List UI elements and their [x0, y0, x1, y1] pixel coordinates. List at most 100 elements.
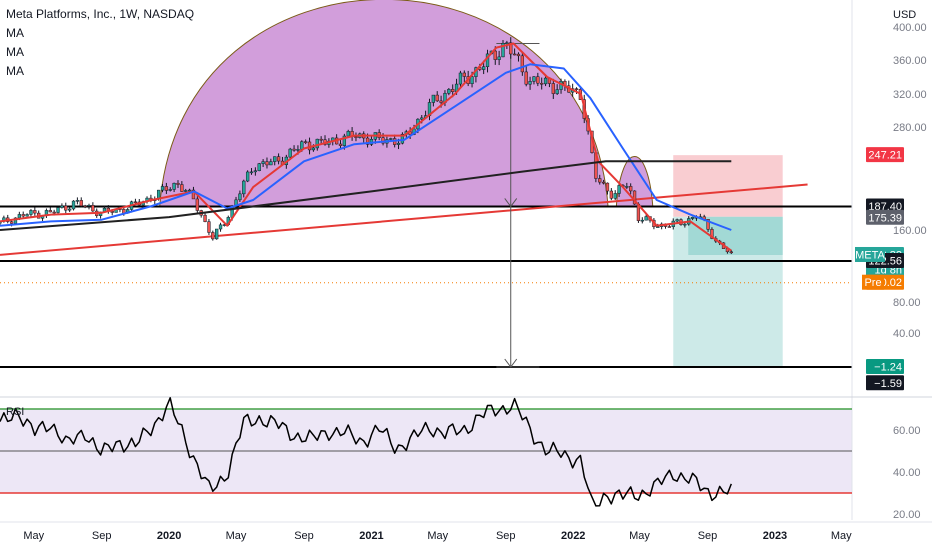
candle-body	[501, 43, 505, 58]
candle-body	[172, 182, 176, 190]
candle-body	[342, 135, 347, 146]
candle-body	[528, 81, 532, 85]
measured-move-arrow-mid	[504, 198, 518, 208]
trendline	[0, 183, 808, 256]
candle-body	[56, 207, 60, 213]
candle-body	[71, 200, 76, 210]
time-tick-label: May	[427, 530, 448, 542]
price-tag-box	[866, 375, 904, 391]
ma-mid-line	[0, 63, 732, 231]
price-tag-text: 175.39	[868, 212, 902, 224]
candle-body	[365, 137, 370, 145]
candle-body	[17, 214, 21, 219]
price-tick-label: 360.00	[893, 55, 927, 67]
candle-body	[431, 94, 436, 103]
candle-body	[249, 171, 254, 174]
candle-body	[304, 141, 308, 143]
candle-body	[64, 205, 68, 211]
candle-body	[315, 138, 319, 149]
ma-slow-line	[0, 160, 732, 231]
time-tick-label: May	[629, 530, 650, 542]
candle-body	[470, 76, 474, 84]
time-tick-label: Sep	[92, 530, 112, 542]
price-tag-text: −1.59	[874, 378, 902, 390]
candle-body	[458, 72, 463, 85]
candle-body	[79, 200, 83, 207]
price-tag-grey: 175.39	[866, 209, 904, 225]
price-tag-stop: 247.21	[866, 147, 904, 163]
price-tag-text: 247.21	[868, 150, 902, 162]
candle-body	[273, 156, 277, 162]
candle-body	[354, 136, 358, 138]
candle-body	[288, 148, 292, 158]
candle-body	[292, 148, 296, 151]
candle-body	[215, 228, 219, 240]
pre-market-box	[862, 274, 884, 290]
price-tick-label: 40.00	[893, 328, 921, 340]
candle-body	[257, 163, 261, 171]
indicator-ma-1[interactable]: MA	[6, 26, 24, 40]
rsi-label: RSI	[6, 406, 24, 418]
candle-body	[683, 223, 687, 226]
candle-body	[346, 131, 350, 137]
price-tick-label: 80.00	[893, 297, 921, 309]
candle-body	[195, 198, 199, 211]
chart-title[interactable]: Meta Platforms, Inc., 1W, NASDAQ	[6, 7, 195, 21]
candle-body	[644, 216, 648, 221]
candle-body	[300, 141, 304, 150]
candle-body	[555, 89, 559, 94]
candle-body	[601, 181, 606, 184]
candle-body	[400, 133, 405, 144]
candle-body	[296, 149, 300, 151]
price-tag-green: −1.24	[866, 359, 904, 374]
rsi-tick-label: 40.00	[893, 467, 921, 479]
measured-move-arrow	[504, 358, 518, 368]
candle-body	[617, 185, 621, 194]
candle-body	[482, 66, 486, 70]
candle-body	[447, 89, 451, 94]
candle-body	[451, 89, 455, 92]
candle-body	[311, 147, 316, 151]
candle-body	[245, 171, 250, 182]
price-tag-box	[866, 198, 904, 214]
candle-body	[505, 42, 509, 44]
price-tag-text: −1.24	[874, 362, 902, 374]
candle-body	[60, 205, 64, 208]
candle-body	[75, 200, 80, 202]
candle-body	[381, 137, 385, 144]
candle-body	[211, 232, 215, 240]
indicator-ma-3[interactable]: MA	[6, 64, 24, 78]
candle-body	[110, 210, 114, 213]
candle-body	[609, 190, 613, 199]
candle-body	[67, 208, 72, 211]
candle-body	[532, 76, 536, 82]
price-tick-label: 160.00	[893, 225, 927, 237]
ma-fast-line	[0, 42, 732, 252]
chart-header: Meta Platforms, Inc., 1W, NASDAQ MA MA M…	[6, 6, 194, 82]
candle-body	[242, 180, 246, 195]
rsi-tick-label: 60.00	[893, 425, 921, 437]
candle-body	[203, 214, 207, 222]
candle-body	[338, 143, 343, 146]
indicator-ma-2[interactable]: MA	[6, 45, 24, 59]
candle-body	[48, 210, 52, 213]
candle-body	[87, 205, 91, 207]
candle-body	[218, 224, 223, 230]
time-tick-label: 2020	[157, 530, 181, 542]
price-tag-box	[866, 359, 904, 374]
time-tick-label: May	[226, 530, 247, 542]
time-tick-label: 2021	[359, 530, 383, 542]
time-tick-label: 2022	[561, 530, 585, 542]
time-tick-label: May	[831, 530, 852, 542]
candle-body	[180, 184, 184, 192]
candle-body	[164, 186, 169, 191]
time-tick-label: Sep	[496, 530, 516, 542]
candle-body	[187, 189, 192, 192]
candle-body	[184, 190, 188, 192]
candle-body	[520, 55, 524, 73]
candle-body	[656, 226, 660, 228]
candle-body	[191, 189, 196, 200]
price-tick-label: 320.00	[893, 89, 927, 101]
candle-body	[133, 201, 138, 204]
